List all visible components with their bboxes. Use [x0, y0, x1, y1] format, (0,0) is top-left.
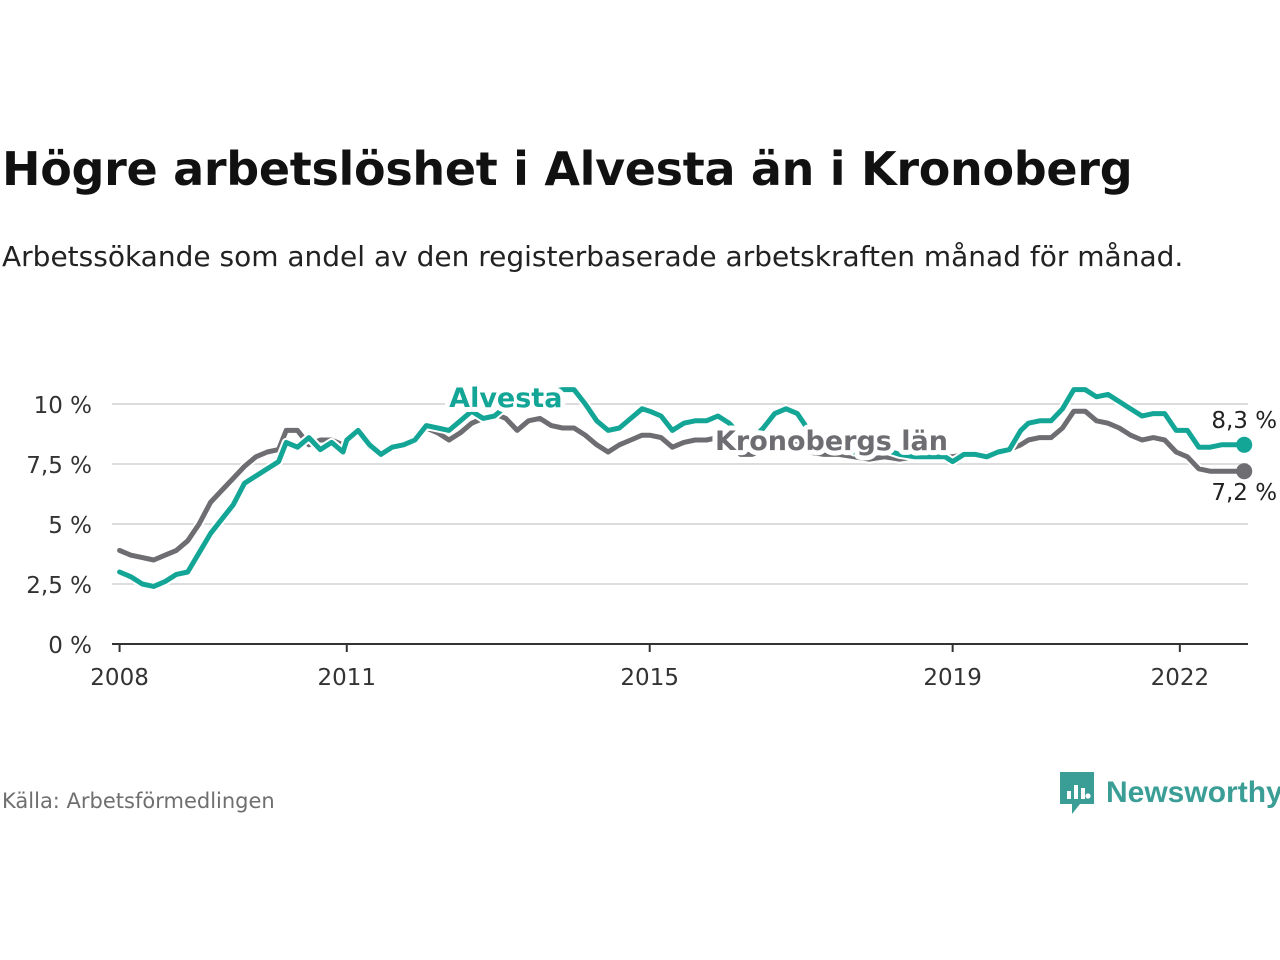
series-line — [117, 408, 1247, 563]
chart-title: Högre arbetslöshet i Alvesta än i Kronob… — [2, 142, 1133, 196]
series-line-halo — [115, 406, 1249, 565]
series-end-label: 8,3 % — [1211, 408, 1277, 434]
y-tick-label: 0 % — [48, 633, 92, 659]
y-tick-label: 5 % — [48, 513, 92, 539]
line-chart: 0 % 2,5 % 5 % 7,5 % 10 % 2008 2011 2015 2019 2022… — [26, 378, 1278, 691]
series-label-text: Alvesta — [449, 383, 562, 414]
x-tick-label: 2019 — [923, 665, 982, 691]
y-tick-label: 10 % — [34, 393, 92, 419]
x-tick-label: 2011 — [317, 665, 376, 691]
source-note: Källa: Arbetsförmedlingen — [2, 789, 275, 813]
series-line — [117, 387, 1247, 589]
newsworthy-icon — [1060, 772, 1094, 814]
x-tick-label: 2008 — [90, 665, 149, 691]
series-end-point — [1236, 436, 1253, 453]
series-end-label: 7,2 % — [1211, 480, 1277, 506]
series-end-point — [1236, 463, 1253, 480]
brand-logo[interactable]: Newsworthy — [1058, 770, 1280, 816]
series-label-text: Kronobergs län — [715, 426, 948, 457]
series-line-halo — [115, 385, 1249, 591]
chart-subtitle: Arbetssökande som andel av den registerb… — [2, 240, 1184, 273]
series-label-halo: Alvesta — [449, 383, 562, 414]
brand-name: Newsworthy — [1106, 776, 1280, 809]
x-tick-label: 2022 — [1151, 665, 1210, 691]
y-tick-label: 7,5 % — [26, 453, 92, 479]
y-tick-label: 2,5 % — [26, 573, 92, 599]
x-tick-label: 2015 — [620, 665, 679, 691]
series-label-halo: Kronobergs län — [715, 426, 948, 457]
